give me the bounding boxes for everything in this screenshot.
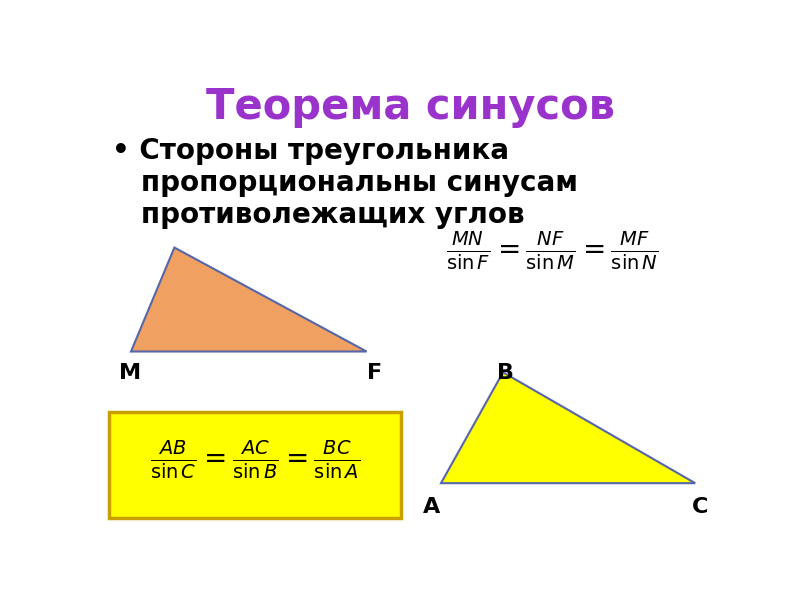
Text: Теорема синусов: Теорема синусов <box>206 86 614 128</box>
Text: $\frac{MN}{\sin F} = \frac{NF}{\sin M} = \frac{MF}{\sin N}$: $\frac{MN}{\sin F} = \frac{NF}{\sin M} =… <box>446 229 659 272</box>
Text: • Стороны треугольника: • Стороны треугольника <box>112 137 510 164</box>
Polygon shape <box>131 248 366 352</box>
Text: A: A <box>422 497 440 517</box>
Text: B: B <box>497 363 514 383</box>
Text: противолежащих углов: противолежащих углов <box>112 202 525 229</box>
Text: $\frac{AB}{\sin C} = \frac{AC}{\sin B} = \frac{BC}{\sin A}$: $\frac{AB}{\sin C} = \frac{AC}{\sin B} =… <box>150 439 360 481</box>
FancyBboxPatch shape <box>110 412 401 518</box>
Text: F: F <box>366 363 382 383</box>
Text: C: C <box>692 497 709 517</box>
Text: M: M <box>118 363 141 383</box>
Polygon shape <box>441 372 695 483</box>
Text: пропорциональны синусам: пропорциональны синусам <box>112 169 578 197</box>
